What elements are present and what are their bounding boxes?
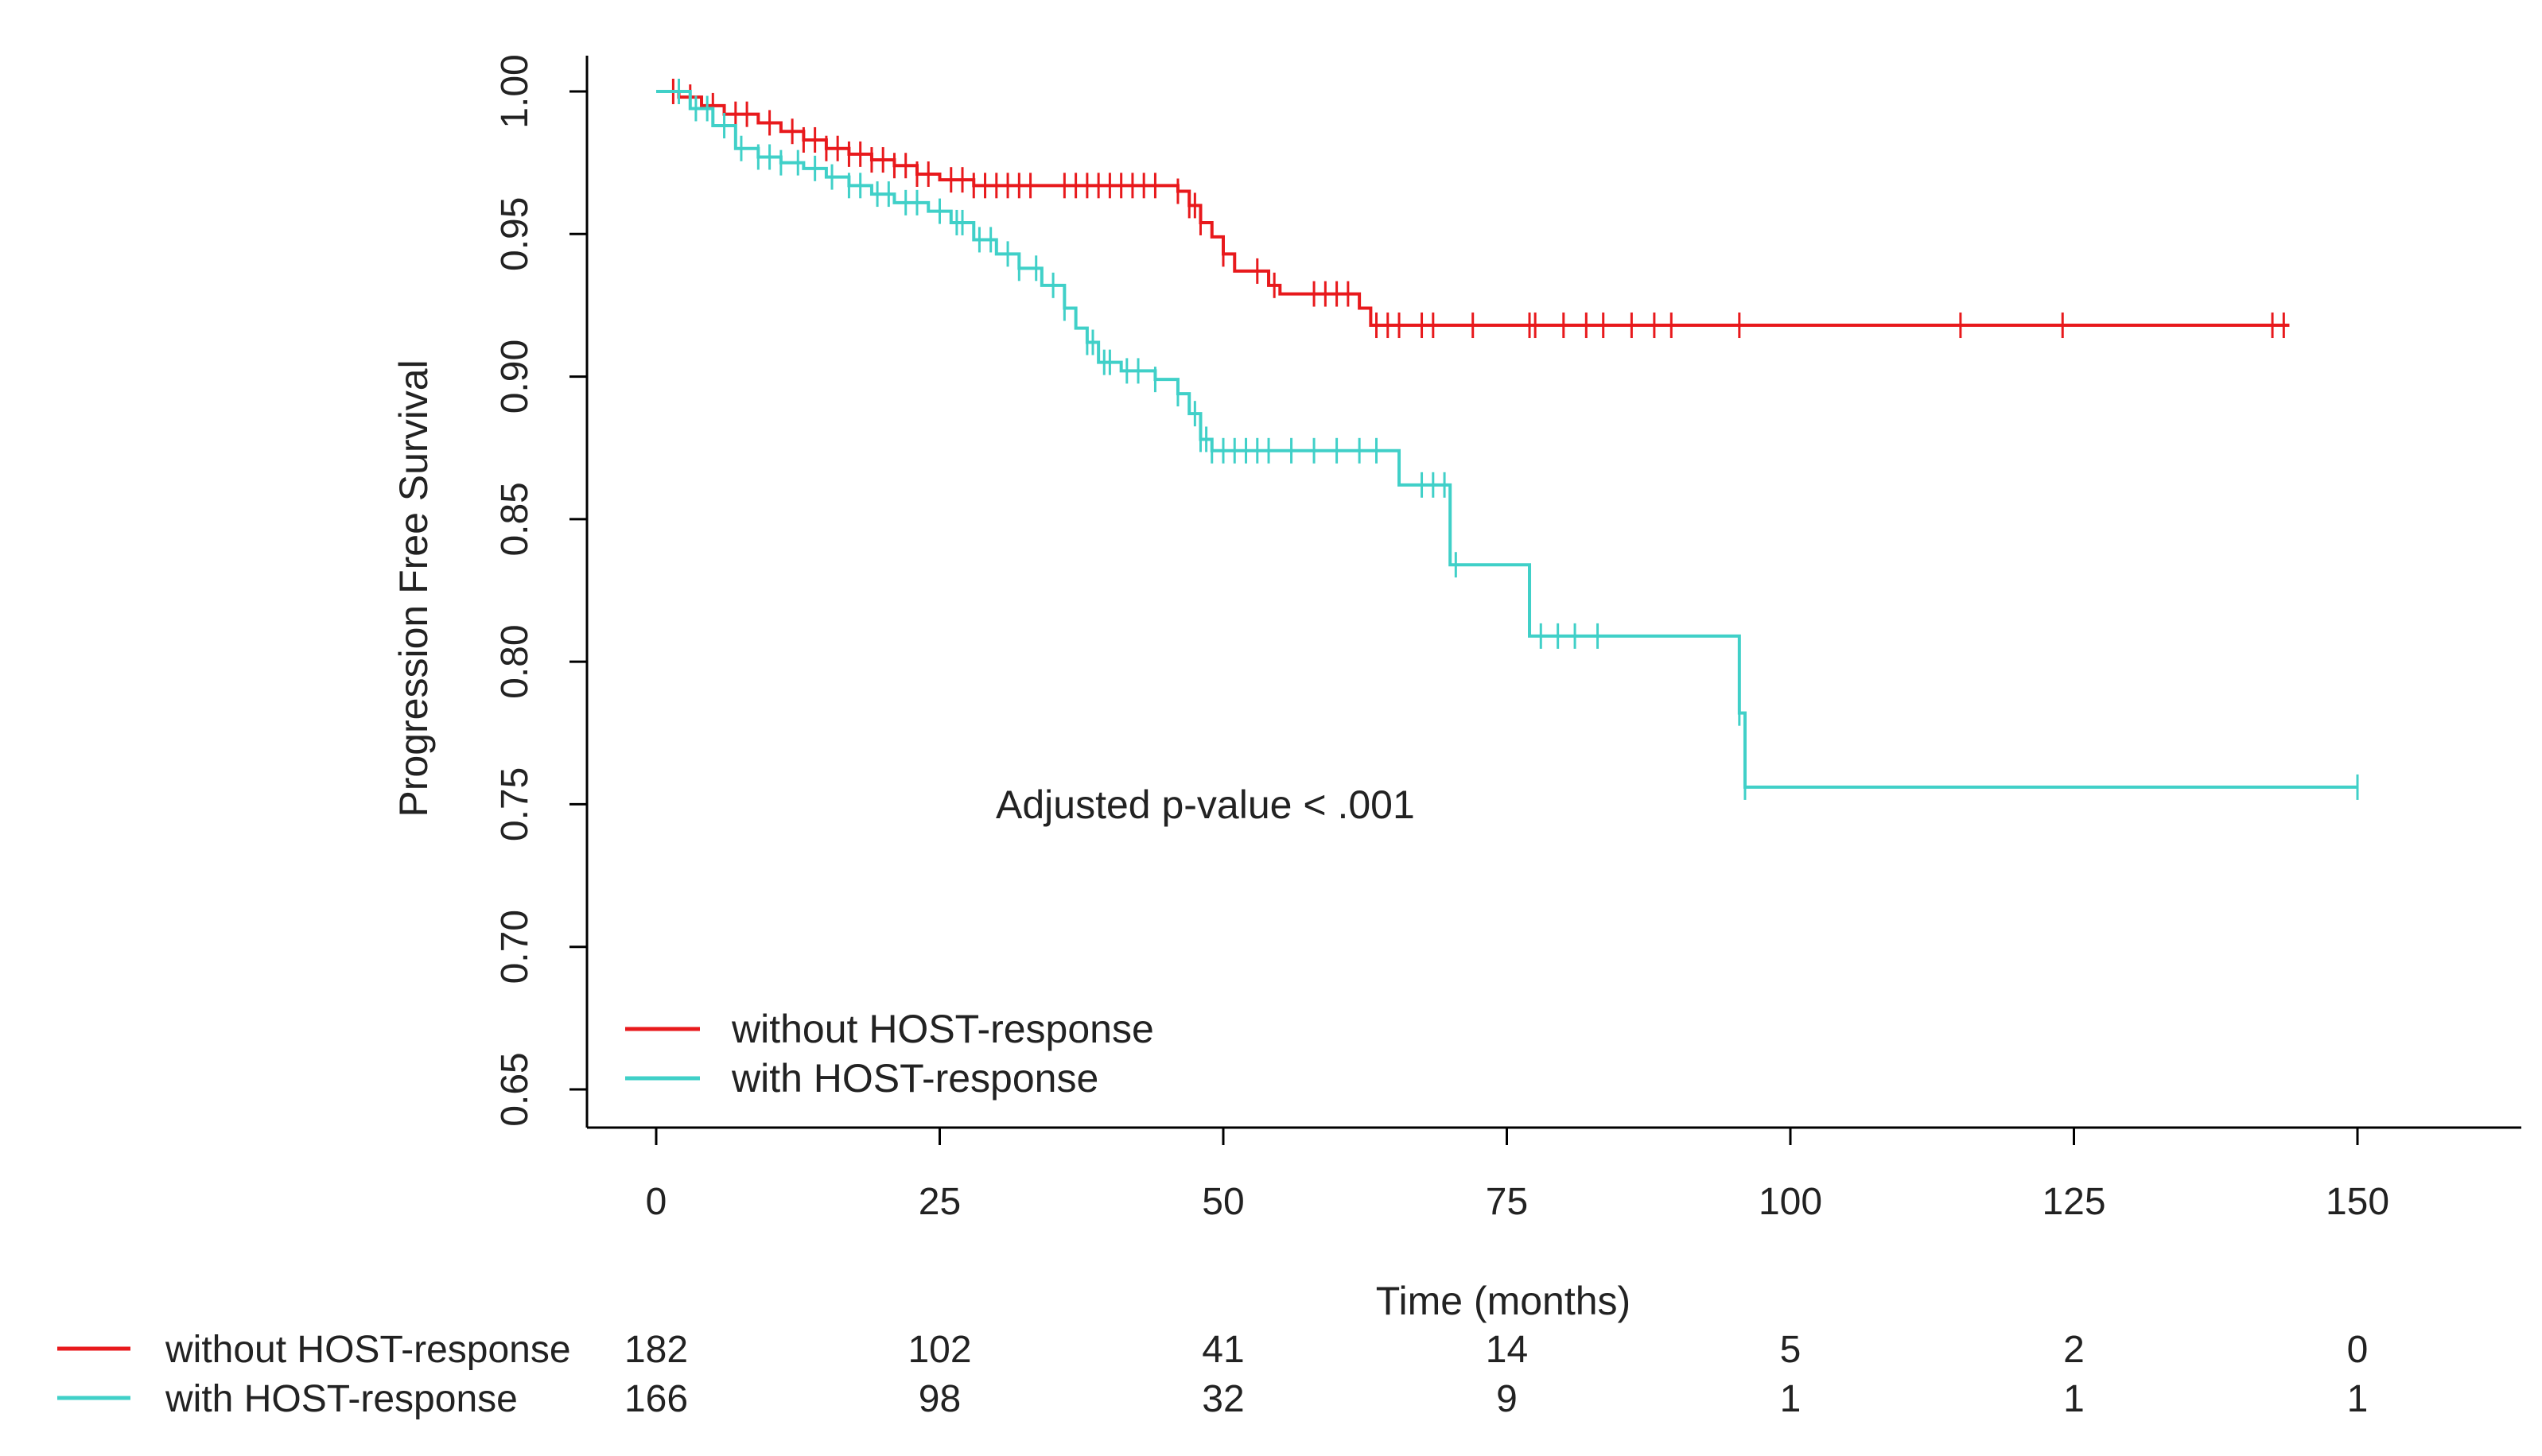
risk-count: 1 xyxy=(2347,1378,2369,1420)
y-ticks: 0.65 0.70 0.75 0.80 0.85 0.90 0.95 1.00 xyxy=(494,54,587,1127)
survival-curves xyxy=(656,79,2359,800)
risk-count: 1 xyxy=(2063,1378,2085,1420)
y-tick-label: 0.65 xyxy=(494,1052,536,1126)
axes xyxy=(585,56,2521,1129)
risk-count: 32 xyxy=(1202,1378,1244,1420)
y-tick-label: 0.70 xyxy=(494,910,536,984)
y-tick-label: 0.75 xyxy=(494,767,536,841)
risk-label-without-host: without HOST-response xyxy=(165,1329,571,1371)
risk-count: 9 xyxy=(1496,1378,1518,1420)
risk-count: 14 xyxy=(1486,1329,1528,1371)
risk-count: 182 xyxy=(624,1329,688,1371)
km-curve-without-host xyxy=(656,90,2290,328)
risk-count: 102 xyxy=(908,1329,971,1371)
y-tick-label: 1.00 xyxy=(494,54,536,128)
y-tick-label: 0.80 xyxy=(494,624,536,698)
x-ticks: 0 25 50 75 100 125 150 xyxy=(646,1128,2389,1223)
x-tick-label: 150 xyxy=(2326,1181,2389,1223)
x-axis-label: Time (months) xyxy=(1376,1279,1631,1323)
x-tick-label: 25 xyxy=(919,1181,961,1223)
risk-count: 0 xyxy=(2347,1329,2369,1371)
p-value-annotation: Adjusted p-value < .001 xyxy=(996,782,1415,827)
legend-label-with-host: with HOST-response xyxy=(731,1056,1098,1101)
risk-count: 41 xyxy=(1202,1329,1244,1371)
y-tick-label: 0.85 xyxy=(494,482,536,556)
x-tick-label: 50 xyxy=(1202,1181,1244,1223)
risk-count: 5 xyxy=(1780,1329,1802,1371)
x-tick-label: 125 xyxy=(2042,1181,2105,1223)
risk-counts: 182 102 41 14 5 2 0 166 98 32 9 1 1 1 xyxy=(624,1329,2368,1420)
x-tick-label: 0 xyxy=(646,1181,667,1223)
legend-label-without-host: without HOST-response xyxy=(731,1007,1154,1051)
risk-count: 98 xyxy=(919,1378,961,1420)
km-curve-with-host xyxy=(656,90,2357,789)
y-tick-label: 0.90 xyxy=(494,340,536,414)
risk-count: 1 xyxy=(1780,1378,1802,1420)
y-axis-label: Progression Free Survival xyxy=(391,359,436,817)
risk-count: 166 xyxy=(624,1378,688,1420)
x-tick-label: 75 xyxy=(1486,1181,1528,1223)
number-at-risk-table: without HOST-response with HOST-response… xyxy=(57,1329,2368,1420)
risk-count: 2 xyxy=(2063,1329,2085,1371)
risk-label-with-host: with HOST-response xyxy=(165,1378,518,1420)
y-tick-label: 0.95 xyxy=(494,197,536,271)
x-tick-label: 100 xyxy=(1759,1181,1822,1223)
legend: without HOST-response with HOST-response xyxy=(625,1007,1154,1101)
